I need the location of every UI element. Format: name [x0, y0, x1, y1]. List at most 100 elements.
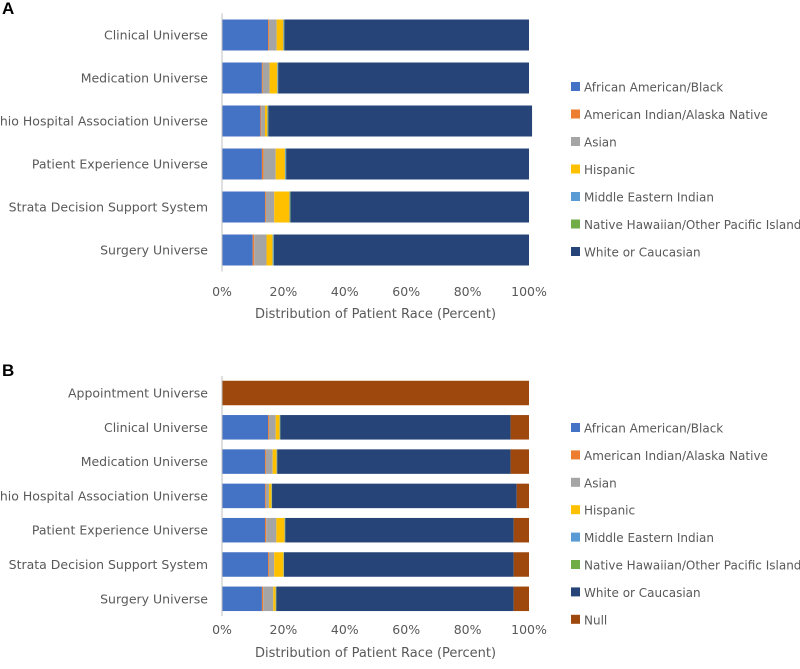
bar-b-medication-universe-white-or-caucasian [277, 449, 511, 474]
bar-a-surgery-universe-middle-eastern-indian [272, 234, 274, 266]
bar-a-strata-decision-support-system-middle-eastern-indian [289, 191, 291, 223]
legend-swatch-b-middle-eastern-indian [571, 532, 580, 542]
x-tick-label-b-0: 0% [212, 622, 232, 637]
bar-b-patient-experience-universe-null [513, 517, 529, 543]
bar-b-surgery-universe-hispanic [273, 586, 276, 612]
bar-a-medication-universe-hispanic [269, 62, 278, 94]
x-tick-label-b-80: 80% [454, 622, 482, 637]
legend-label-b-asian: Asian [584, 476, 617, 490]
bar-b-surgery-universe-white-or-caucasian [276, 586, 514, 612]
legend-label-a-african-american-black: African American/Black [584, 81, 723, 95]
bar-a-strata-decision-support-system-american-indian-alaska-native [264, 191, 266, 223]
category-label-b-appointment-universe: Appointment Universe [68, 386, 208, 401]
bar-a-surgery-universe-american-indian-alaska-native [252, 234, 255, 266]
legend-swatch-a-white-or-caucasian [571, 247, 580, 256]
category-label-a-clinical-universe: Clinical Universe [104, 28, 208, 43]
bar-b-clinical-universe-african-american-black [222, 415, 269, 440]
bar-b-patient-experience-universe-asian [266, 517, 277, 543]
x-tick-label-b-100: 100% [511, 622, 547, 637]
bar-b-surgery-universe-asian [263, 586, 274, 612]
legend-swatch-a-hispanic [571, 164, 580, 174]
bar-a-ohio-hospital-association-universe-american-indian-alaska-native [260, 105, 262, 137]
legend-label-b-native-hawaiian-other-pacific-island: Native Hawaiian/Other Pacific Island [584, 559, 800, 573]
legend-swatch-b-asian [571, 477, 580, 487]
x-tick-label-a-20: 20% [270, 284, 298, 299]
legend-swatch-b-african-american-black [571, 423, 580, 432]
bar-a-clinical-universe-american-indian-alaska-native [268, 19, 269, 51]
legend-label-b-hispanic: Hispanic [584, 504, 635, 518]
bar-b-ohio-hospital-association-universe-white-or-caucasian [272, 483, 517, 509]
legend-label-b-middle-eastern-indian: Middle Eastern Indian [584, 531, 714, 545]
bar-a-ohio-hospital-association-universe-hispanic [264, 105, 268, 137]
bar-b-clinical-universe-asian [268, 415, 276, 440]
category-label-b-clinical-universe: Clinical Universe [104, 420, 208, 435]
legend-swatch-b-white-or-caucasian [571, 587, 580, 597]
category-label-b-patient-experience-universe: Patient Experience Universe [32, 523, 208, 538]
legend-swatch-a-american-indian-alaska-native [571, 109, 580, 119]
bar-b-clinical-universe-null [510, 415, 529, 440]
bar-b-strata-decision-support-system-african-american-black [222, 552, 269, 577]
bar-b-medication-universe-null [510, 449, 529, 474]
bar-a-ohio-hospital-association-universe-white-or-caucasian [268, 105, 533, 137]
legend-swatch-a-middle-eastern-indian [571, 192, 580, 201]
legend-label-b-african-american-black: African American/Black [584, 422, 723, 436]
bar-a-medication-universe-asian [262, 62, 270, 94]
bar-b-clinical-universe-white-or-caucasian [280, 415, 511, 440]
bar-a-ohio-hospital-association-universe-middle-eastern-indian [267, 105, 269, 137]
bar-b-patient-experience-universe-african-american-black [222, 517, 265, 543]
bar-a-surgery-universe-hispanic [266, 234, 273, 266]
legend-swatch-b-null [571, 614, 580, 624]
legend-label-b-null: Null [584, 613, 607, 627]
bar-a-clinical-universe-african-american-black [222, 19, 269, 51]
legend-label-a-asian: Asian [584, 136, 617, 150]
bar-b-surgery-universe-american-indian-alaska-native [261, 586, 264, 612]
x-tick-label-a-100: 100% [511, 284, 547, 299]
bar-b-strata-decision-support-system-white-or-caucasian [284, 552, 514, 577]
category-label-b-ohio-hospital-association-universe: Ohio Hospital Association Universe [0, 488, 208, 503]
bar-a-surgery-universe-white-or-caucasian [273, 234, 529, 266]
bar-b-strata-decision-support-system-american-indian-alaska-native [268, 552, 269, 577]
x-tick-label-a-0: 0% [212, 284, 232, 299]
bar-b-ohio-hospital-association-universe-american-indian-alaska-native [264, 483, 266, 509]
bar-b-appointment-universe-null [222, 380, 529, 406]
bar-a-patient-experience-universe-hispanic [275, 148, 285, 180]
legend-swatch-b-hispanic [571, 505, 580, 515]
legend-label-a-white-or-caucasian: White or Caucasian [584, 246, 701, 260]
bar-b-strata-decision-support-system-asian [268, 552, 275, 577]
x-tick-label-a-60: 60% [392, 284, 420, 299]
chart-panel-b: Appointment Universe Clinical Universe Med… [0, 375, 800, 661]
bar-b-ohio-hospital-association-universe-null [516, 483, 529, 509]
bar-b-surgery-universe-null [513, 586, 529, 612]
panel-label-b: B [2, 361, 14, 380]
category-label-a-ohio-hospital-association-universe: Ohio Hospital Association Universe [0, 114, 208, 129]
bar-b-ohio-hospital-association-universe-african-american-black [222, 483, 265, 509]
bar-a-patient-experience-universe-african-american-black [222, 148, 262, 180]
bar-a-medication-universe-african-american-black [222, 62, 262, 94]
x-axis-title-a: Distribution of Patient Race (Percent) [255, 307, 496, 322]
bar-a-patient-experience-universe-middle-eastern-indian [284, 148, 286, 180]
legend-label-a-american-indian-alaska-native: American Indian/Alaska Native [584, 108, 768, 122]
bar-a-clinical-universe-middle-eastern-indian [283, 19, 285, 51]
bar-a-medication-universe-middle-eastern-indian [277, 62, 278, 94]
bar-a-clinical-universe-white-or-caucasian [284, 19, 529, 51]
bar-b-strata-decision-support-system-hispanic [274, 552, 284, 577]
bar-b-medication-universe-african-american-black [222, 449, 265, 474]
bar-a-strata-decision-support-system-african-american-black [222, 191, 265, 223]
legend-swatch-b-native-hawaiian-other-pacific-island [571, 560, 580, 569]
legend-label-a-hispanic: Hispanic [584, 163, 635, 177]
bar-a-strata-decision-support-system-hispanic [274, 191, 290, 223]
category-label-b-surgery-universe: Surgery Universe [100, 591, 208, 606]
bar-b-ohio-hospital-association-universe-hispanic [268, 483, 272, 509]
bar-a-patient-experience-universe-white-or-caucasian [286, 148, 529, 180]
legend-swatch-b-american-indian-alaska-native [571, 450, 580, 460]
x-tick-label-a-40: 40% [331, 284, 359, 299]
bar-b-medication-universe-asian [265, 449, 273, 474]
category-label-a-strata-decision-support-system: Strata Decision Support System [9, 200, 208, 215]
bar-a-patient-experience-universe-american-indian-alaska-native [261, 148, 264, 180]
bar-b-ohio-hospital-association-universe-asian [265, 483, 269, 509]
bar-a-ohio-hospital-association-universe-asian [261, 105, 265, 137]
category-label-b-medication-universe: Medication Universe [81, 454, 209, 469]
x-tick-label-a-80: 80% [454, 284, 482, 299]
legend-label-a-middle-eastern-indian: Middle Eastern Indian [584, 191, 714, 205]
bar-a-surgery-universe-african-american-black [222, 234, 253, 266]
